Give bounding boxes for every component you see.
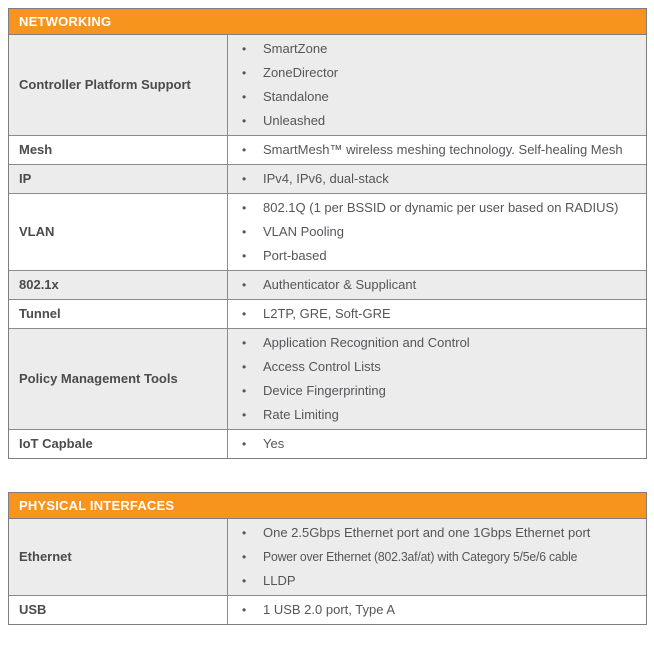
- bullet-icon: •: [242, 307, 247, 321]
- bullet-icon: •: [242, 603, 247, 617]
- bullet-text: LLDP: [263, 573, 296, 588]
- bullet-text: Standalone: [263, 89, 329, 104]
- spec-label: Controller Platform Support: [9, 35, 228, 135]
- spec-label: Mesh: [9, 136, 228, 164]
- bullet-icon: •: [242, 408, 247, 422]
- list-item: • Standalone: [242, 85, 636, 109]
- bullet-text: Rate Limiting: [263, 407, 339, 422]
- table-row: IP • IPv4, IPv6, dual-stack: [9, 164, 646, 193]
- list-item: • Authenticator & Supplicant: [242, 273, 636, 297]
- spec-values: • Authenticator & Supplicant: [228, 271, 646, 299]
- bullet-text: SmartZone: [263, 41, 328, 56]
- table-row: Controller Platform Support • SmartZone …: [9, 35, 646, 135]
- list-item: • LLDP: [242, 569, 636, 593]
- physical-interfaces-table: PHYSICAL INTERFACES Ethernet • One 2.5Gb…: [8, 492, 647, 625]
- bullet-icon: •: [242, 249, 247, 263]
- spec-label: Ethernet: [9, 519, 228, 595]
- bullet-icon: •: [242, 526, 247, 540]
- table-row: Ethernet • One 2.5Gbps Ethernet port and…: [9, 519, 646, 595]
- bullet-icon: •: [242, 42, 247, 56]
- spec-values: • SmartZone • ZoneDirector • Standalone …: [228, 35, 646, 135]
- bullet-icon: •: [242, 437, 247, 451]
- table-row: Tunnel • L2TP, GRE, Soft-GRE: [9, 299, 646, 328]
- physical-interfaces-header: PHYSICAL INTERFACES: [9, 493, 646, 519]
- bullet-text: Unleashed: [263, 113, 326, 128]
- list-item: • VLAN Pooling: [242, 220, 636, 244]
- list-item: • L2TP, GRE, Soft-GRE: [242, 302, 636, 326]
- table-row: Mesh • SmartMesh™ wireless meshing techn…: [9, 135, 646, 164]
- list-item: • IPv4, IPv6, dual-stack: [242, 167, 636, 191]
- bullet-icon: •: [242, 201, 247, 215]
- bullet-text: One 2.5Gbps Ethernet port and one 1Gbps …: [263, 525, 591, 540]
- bullet-text: IPv4, IPv6, dual-stack: [263, 171, 389, 186]
- spec-label: IoT Capbale: [9, 430, 228, 458]
- bullet-icon: •: [242, 172, 247, 186]
- table-row: IoT Capbale • Yes: [9, 429, 646, 458]
- bullet-text: Port-based: [263, 248, 327, 263]
- bullet-icon: •: [242, 278, 247, 292]
- bullet-icon: •: [242, 336, 247, 350]
- spec-values: • IPv4, IPv6, dual-stack: [228, 165, 646, 193]
- spec-values: • One 2.5Gbps Ethernet port and one 1Gbp…: [228, 519, 646, 595]
- bullet-text: Power over Ethernet (802.3af/at) with Ca…: [263, 549, 578, 564]
- bullet-icon: •: [242, 225, 247, 239]
- bullet-text: ZoneDirector: [263, 65, 339, 80]
- spec-label: VLAN: [9, 194, 228, 270]
- list-item: • 1 USB 2.0 port, Type A: [242, 598, 636, 622]
- bullet-icon: •: [242, 360, 247, 374]
- list-item: • Rate Limiting: [242, 403, 636, 427]
- spec-label: IP: [9, 165, 228, 193]
- list-item: • Application Recognition and Control: [242, 331, 636, 355]
- spec-label: Policy Management Tools: [9, 329, 228, 429]
- list-item: • Unleashed: [242, 109, 636, 133]
- bullet-text: L2TP, GRE, Soft-GRE: [263, 306, 391, 321]
- list-item: • SmartMesh™ wireless meshing technology…: [242, 138, 636, 162]
- list-item: • Access Control Lists: [242, 355, 636, 379]
- bullet-icon: •: [242, 550, 247, 564]
- bullet-text: VLAN Pooling: [263, 224, 344, 239]
- spec-values: • 1 USB 2.0 port, Type A: [228, 596, 646, 624]
- bullet-text: Access Control Lists: [263, 359, 381, 374]
- bullet-text: 802.1Q (1 per BSSID or dynamic per user …: [263, 200, 619, 215]
- bullet-icon: •: [242, 114, 247, 128]
- networking-header: NETWORKING: [9, 9, 646, 35]
- bullet-text: Yes: [263, 436, 285, 451]
- spec-values: • Yes: [228, 430, 646, 458]
- spec-values: • Application Recognition and Control • …: [228, 329, 646, 429]
- table-row: VLAN • 802.1Q (1 per BSSID or dynamic pe…: [9, 193, 646, 270]
- table-row: USB • 1 USB 2.0 port, Type A: [9, 595, 646, 624]
- list-item: • Device Fingerprinting: [242, 379, 636, 403]
- list-item: • One 2.5Gbps Ethernet port and one 1Gbp…: [242, 521, 636, 545]
- bullet-text: Device Fingerprinting: [263, 383, 386, 398]
- table-row: 802.1x • Authenticator & Supplicant: [9, 270, 646, 299]
- list-item: • Power over Ethernet (802.3af/at) with …: [242, 545, 636, 569]
- bullet-icon: •: [242, 143, 247, 157]
- bullet-icon: •: [242, 384, 247, 398]
- networking-table: NETWORKING Controller Platform Support •…: [8, 8, 647, 459]
- list-item: • ZoneDirector: [242, 61, 636, 85]
- spec-values: • L2TP, GRE, Soft-GRE: [228, 300, 646, 328]
- list-item: • SmartZone: [242, 37, 636, 61]
- bullet-text: SmartMesh™ wireless meshing technology. …: [263, 142, 623, 157]
- bullet-text: 1 USB 2.0 port, Type A: [263, 602, 396, 617]
- spec-label: Tunnel: [9, 300, 228, 328]
- list-item: • 802.1Q (1 per BSSID or dynamic per use…: [242, 196, 636, 220]
- bullet-text: Application Recognition and Control: [263, 335, 470, 350]
- table-row: Policy Management Tools • Application Re…: [9, 328, 646, 429]
- section-title: PHYSICAL INTERFACES: [19, 498, 175, 513]
- spec-values: • 802.1Q (1 per BSSID or dynamic per use…: [228, 194, 646, 270]
- list-item: • Yes: [242, 432, 636, 456]
- bullet-icon: •: [242, 66, 247, 80]
- section-title: NETWORKING: [19, 14, 112, 29]
- spec-label: USB: [9, 596, 228, 624]
- spec-values: • SmartMesh™ wireless meshing technology…: [228, 136, 646, 164]
- list-item: • Port-based: [242, 244, 636, 268]
- bullet-icon: •: [242, 90, 247, 104]
- spec-label: 802.1x: [9, 271, 228, 299]
- bullet-icon: •: [242, 574, 247, 588]
- bullet-text: Authenticator & Supplicant: [263, 277, 417, 292]
